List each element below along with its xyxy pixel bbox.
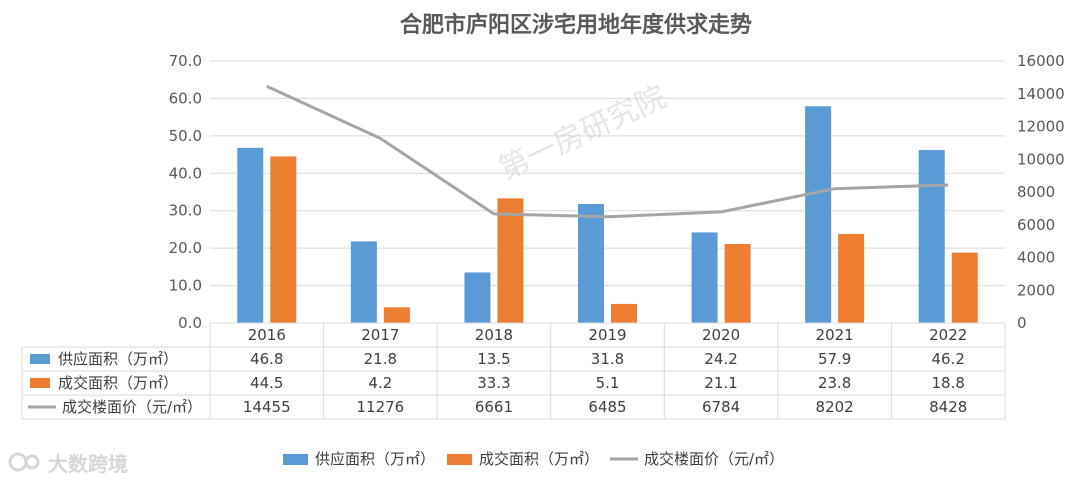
table-cell: 8202 [816, 398, 854, 416]
table-cell: 21.8 [364, 350, 397, 368]
table-swatch [30, 378, 50, 388]
table-cell: 44.5 [250, 374, 283, 392]
y-left-tick-label: 70.0 [169, 52, 202, 70]
logo: 大数跨境 [8, 452, 128, 476]
y-right-tick-label: 0 [1017, 314, 1027, 332]
y-axis-right: 0 2000 4000 6000 8000 10000 12000 14000 16000 [1017, 52, 1065, 332]
bar-deal-2018 [497, 198, 524, 323]
table-cell: 6661 [475, 398, 513, 416]
y-right-tick-label: 4000 [1017, 249, 1055, 267]
table-cell: 46.8 [250, 350, 283, 368]
bar-deal-2017 [383, 307, 410, 323]
y-right-tick-label: 8000 [1017, 183, 1055, 201]
y-right-tick-label: 10000 [1017, 150, 1065, 168]
x-tick-label: 2020 [702, 326, 740, 344]
price-line [266, 84, 949, 219]
watermark: 第一房研究院 [494, 79, 672, 187]
y-right-tick-label: 12000 [1017, 118, 1065, 136]
table-cell: 23.8 [818, 374, 851, 392]
table-row-label: 供应面积（万㎡） [58, 350, 178, 368]
y-axis-left: 0.0 10.0 20.0 30.0 40.0 50.0 60.0 70.0 [169, 52, 202, 332]
bars [237, 106, 978, 323]
x-tick-label: 2022 [929, 326, 967, 344]
y-left-tick-label: 30.0 [169, 202, 202, 220]
x-tick-label: 2017 [361, 326, 399, 344]
table-cell: 8428 [929, 398, 967, 416]
bar-supply-2020 [691, 232, 718, 323]
y-right-tick-label: 2000 [1017, 281, 1055, 299]
table-cell: 46.2 [932, 350, 965, 368]
bar-deal-2022 [951, 252, 978, 323]
table-cell: 24.2 [704, 350, 737, 368]
legend-label: 成交面积（万㎡） [479, 450, 599, 468]
bar-deal-2020 [724, 244, 751, 323]
bar-supply-2021 [805, 106, 832, 323]
table-cell: 5.1 [596, 374, 620, 392]
table-swatch [30, 354, 50, 364]
table-cell: 4.2 [368, 374, 392, 392]
chart-title: 合肥市庐阳区涉宅用地年度供求走势 [400, 12, 752, 38]
y-left-tick-label: 60.0 [169, 89, 202, 107]
table-cell: 14455 [243, 398, 291, 416]
y-left-tick-label: 10.0 [169, 277, 202, 295]
logo-icon [8, 452, 40, 472]
x-tick-label: 2016 [248, 326, 286, 344]
y-left-tick-label: 50.0 [169, 127, 202, 145]
data-table: 2016 2017 2018 2019 2020 2021 2022 供应面积（万㎡） 46.8… [21, 322, 1006, 420]
bar-supply-2019 [578, 203, 604, 323]
bar-deal-2021 [838, 233, 865, 323]
legend-swatch [283, 454, 308, 465]
table-cell: 57.9 [818, 350, 851, 368]
bar-supply-2017 [350, 241, 377, 323]
y-left-tick-label: 40.0 [169, 164, 202, 182]
bar-supply-2018 [464, 272, 491, 323]
y-right-tick-label: 16000 [1017, 52, 1065, 70]
y-left-tick-label: 20.0 [169, 239, 202, 257]
legend: 供应面积（万㎡） 成交面积（万㎡） 成交楼面价（元/㎡） [283, 450, 784, 468]
bar-deal-2016 [270, 156, 297, 323]
table-row-label: 成交楼面价（元/㎡） [62, 398, 202, 416]
table-cell: 21.1 [704, 374, 737, 392]
gridlines [210, 60, 1005, 324]
y-right-tick-label: 6000 [1017, 216, 1055, 234]
table-cell: 18.8 [932, 374, 965, 392]
table-row-label: 成交面积（万㎡） [58, 374, 178, 392]
bar-deal-2019 [611, 303, 637, 323]
legend-swatch [447, 454, 472, 465]
x-tick-label: 2018 [475, 326, 513, 344]
price-line-path [266, 84, 949, 219]
bar-supply-2022 [918, 150, 945, 323]
x-tick-label: 2021 [816, 326, 854, 344]
table-cell: 11276 [356, 398, 404, 416]
logo-text: 大数跨境 [48, 452, 128, 476]
legend-label: 成交楼面价（元/㎡） [644, 450, 784, 468]
table-cell: 13.5 [477, 350, 510, 368]
table-cell: 33.3 [477, 374, 510, 392]
table-cell: 6784 [702, 398, 740, 416]
table-cell: 6485 [588, 398, 626, 416]
x-tick-label: 2019 [588, 326, 626, 344]
legend-label: 供应面积（万㎡） [315, 450, 435, 468]
y-right-tick-label: 14000 [1017, 85, 1065, 103]
bar-supply-2016 [237, 147, 264, 323]
y-left-tick-label: 0.0 [178, 314, 202, 332]
table-cell: 31.8 [591, 350, 624, 368]
